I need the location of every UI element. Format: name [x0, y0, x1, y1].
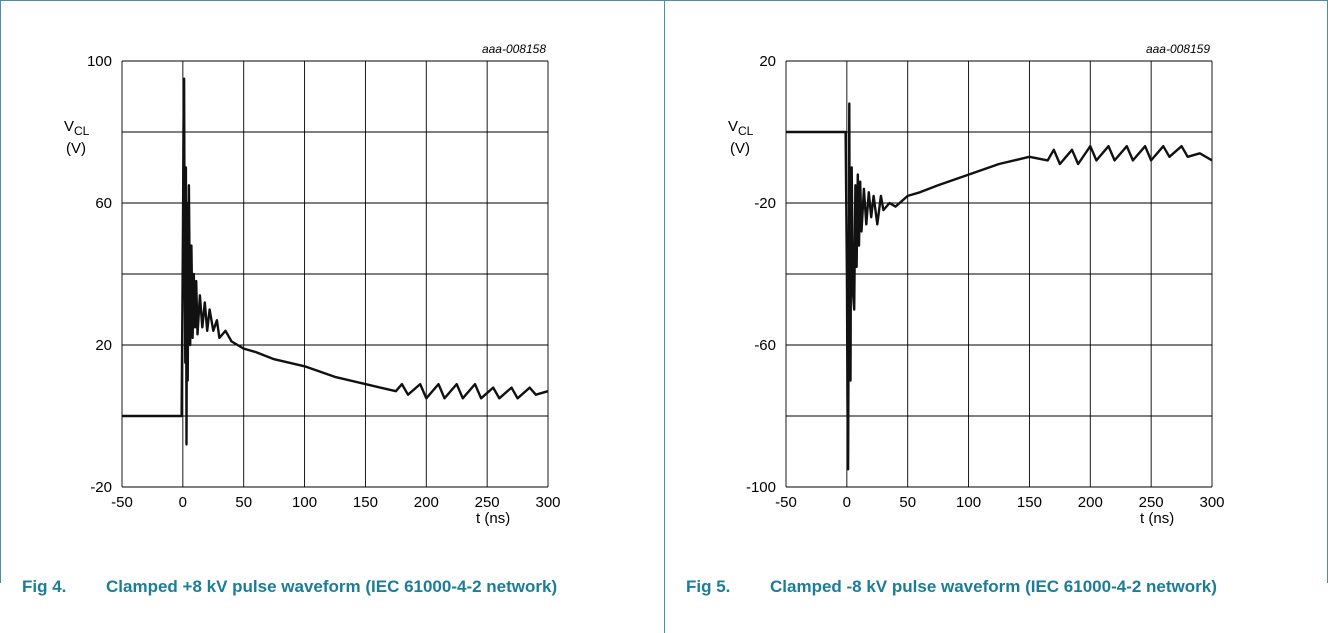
x-tick-label: -50: [775, 494, 797, 511]
x-tick-label: 300: [535, 494, 560, 511]
figure-id-label: aaa-008158: [482, 42, 546, 56]
figure-id-label: aaa-008159: [1146, 42, 1210, 56]
x-tick-label: 50: [235, 494, 252, 511]
x-tick-label: 100: [956, 494, 981, 511]
x-tick-label: 100: [292, 494, 317, 511]
x-tick-label: 150: [1017, 494, 1042, 511]
x-axis-label: t (ns): [476, 510, 510, 527]
y-tick-label: -60: [754, 337, 776, 354]
figure-5-chart: -50 0 50 100 150 200 250 300 -100 -60 -20 20 aaa-008…: [728, 42, 1225, 527]
figure-5-panel: -50 0 50 100 150 200 250 300 -100 -60 -20 20 aaa-008…: [664, 0, 1328, 633]
y-tick-label: 20: [759, 53, 776, 70]
figure-4-chart: -50 0 50 100 150 200 250 300 -20 20 60 100 aaa-00815…: [64, 42, 561, 527]
x-tick-label: -50: [111, 494, 133, 511]
x-tick-label: 0: [843, 494, 851, 511]
x-axis-label: t (ns): [1140, 510, 1174, 527]
y-axis-unit: (V): [730, 140, 750, 157]
x-tick-label: 150: [353, 494, 378, 511]
waveform-trace: [786, 102, 1213, 471]
y-tick-label: 60: [95, 195, 112, 212]
x-tick-label: 50: [899, 494, 916, 511]
x-tick-label: 200: [1078, 494, 1103, 511]
x-tick-label: 250: [1139, 494, 1164, 511]
y-axis-label: VCL: [64, 118, 90, 138]
waveform-trace: [122, 77, 549, 446]
x-tick-label: 250: [475, 494, 500, 511]
y-tick-label: -20: [90, 479, 112, 496]
grid: [785, 60, 1213, 488]
figure-4-panel: -50 0 50 100 150 200 250 300 -20 20 60 100 aaa-00815…: [22, 42, 561, 596]
frame-divider: [664, 0, 665, 633]
y-tick-label: 20: [95, 337, 112, 354]
y-tick-label: -20: [754, 195, 776, 212]
figure-4-number: Fig 4.: [22, 577, 67, 596]
figure-4-title: Clamped +8 kV pulse waveform (IEC 61000-…: [106, 577, 558, 596]
x-tick-label: 200: [414, 494, 439, 511]
y-axis-unit: (V): [66, 140, 86, 157]
x-tick-label: 300: [1199, 494, 1224, 511]
y-tick-label: -100: [746, 479, 776, 496]
x-tick-label: 0: [179, 494, 187, 511]
frame-left-border: [0, 0, 1, 583]
figure-5-number: Fig 5.: [686, 577, 731, 596]
figure-5-title: Clamped -8 kV pulse waveform (IEC 61000-…: [770, 577, 1217, 596]
y-tick-label: 100: [87, 53, 112, 70]
y-axis-label: VCL: [728, 118, 754, 138]
